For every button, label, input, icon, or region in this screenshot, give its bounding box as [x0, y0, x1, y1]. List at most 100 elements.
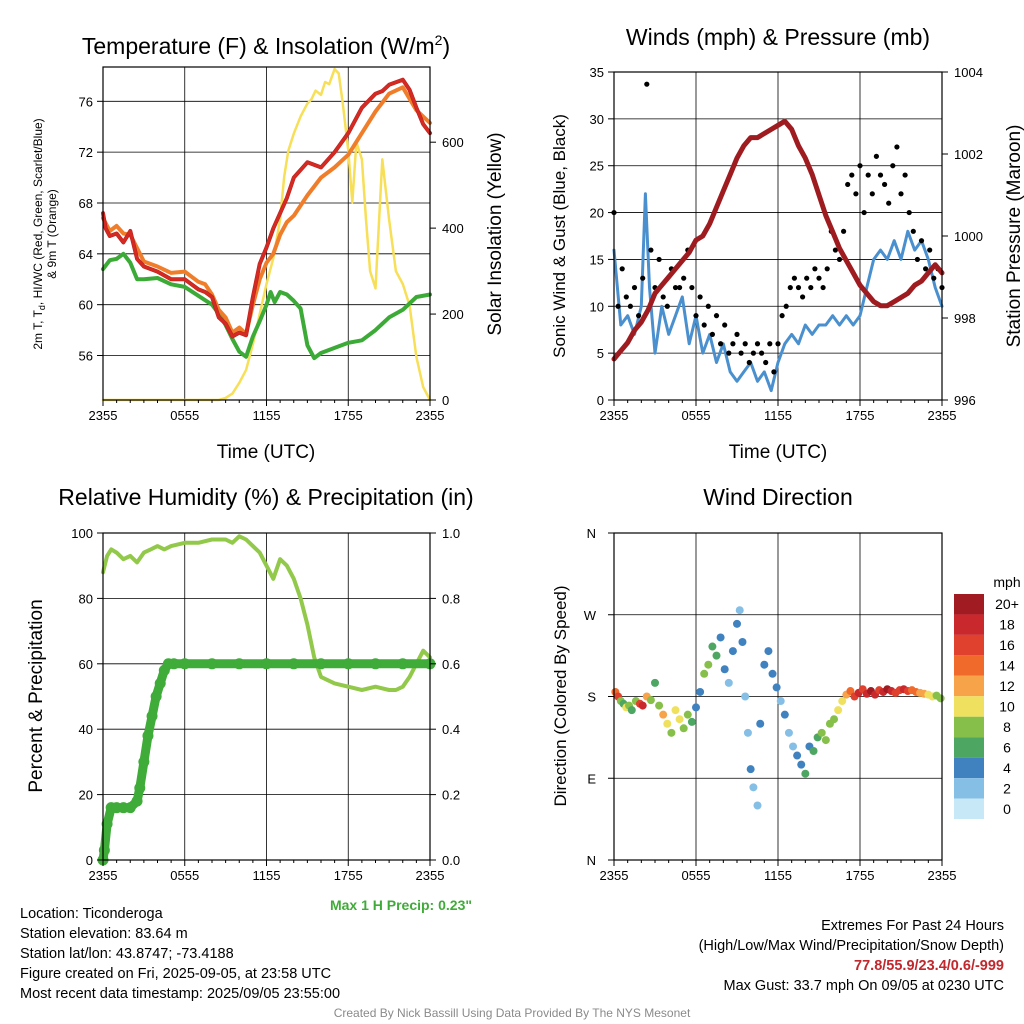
- gust-point: [824, 266, 830, 272]
- direction-point: [760, 660, 769, 669]
- gust-point: [726, 350, 732, 356]
- y-tick-label-left: 15: [590, 252, 604, 267]
- rh-title: Relative Humidity (%) & Precipitation (i…: [58, 484, 473, 510]
- colorbar-swatch: [954, 778, 984, 799]
- station-latlon: Station lat/lon: 43.8747; -73.4188: [20, 946, 234, 962]
- colorbar-label: 4: [1003, 760, 1011, 776]
- direction-tick-label: W: [584, 608, 597, 623]
- gust-point: [886, 200, 892, 206]
- x-tick-label: 1755: [846, 408, 875, 423]
- colorbar-swatch: [954, 757, 984, 779]
- y-tick-label-left: 68: [79, 196, 93, 211]
- dewpoint-line: [101, 251, 432, 361]
- wind-panel: Winds (mph) & Pressure (mb) 2355 0555 1155…: [550, 24, 1024, 463]
- temp-ylabel-left: 2m T, Td, HI/WC (Red, Green, Scarlet/Blu…: [31, 118, 47, 349]
- wind-grid: [613, 71, 943, 401]
- y-tick-label-right: 400: [442, 221, 464, 236]
- rh-max-precip-annotation: Max 1 H Precip: 0.23": [330, 897, 472, 913]
- gust-point: [746, 359, 752, 366]
- colorbar-label: 0: [1003, 801, 1011, 817]
- y-tick-label-right: 600: [442, 135, 464, 150]
- direction-point: [741, 692, 750, 701]
- precip-point: [288, 658, 300, 670]
- station-info: Location: Ticonderoga Station elevation:…: [20, 904, 340, 1004]
- gust-point: [890, 163, 896, 169]
- gust-point: [853, 191, 859, 197]
- gust-point: [644, 81, 650, 87]
- rh-panel: Relative Humidity (%) & Precipitation (i…: [26, 484, 474, 913]
- dir-panel: Wind Direction 2355 0555 1155 1755 2355 N E S W N…: [551, 484, 1021, 883]
- direction-point: [655, 701, 664, 710]
- y-tick-label-left: 72: [79, 145, 93, 160]
- y-tick-label-left: 80: [79, 591, 93, 606]
- dir-colorbar: 20+ 18 16 14 12 10 8 6 4 2 0: [954, 594, 1019, 819]
- gust-point: [664, 303, 670, 309]
- x-tick-label: 0555: [682, 868, 711, 883]
- y-tick-label-right: 1002: [954, 147, 983, 162]
- direction-point: [789, 742, 798, 751]
- gust-point: [615, 303, 621, 309]
- wind-ylabel-left: Sonic Wind & Gust (Blue, Black): [550, 114, 569, 358]
- y-tick-label-left: 20: [79, 788, 93, 803]
- direction-tick-label: N: [587, 853, 596, 868]
- direction-point: [764, 647, 773, 656]
- colorbar-swatch: [954, 798, 984, 819]
- direction-point: [659, 710, 668, 719]
- gust-point: [800, 294, 806, 300]
- y-tick-label-right: 1.0: [442, 526, 460, 541]
- direction-point: [671, 706, 680, 715]
- precip-point: [150, 691, 162, 702]
- precip-point: [101, 818, 113, 830]
- direction-point: [627, 706, 636, 715]
- temp-ylabel-left-line2: & 9m T (Orange): [45, 189, 59, 279]
- direction-point: [638, 701, 647, 710]
- temp-2m-line: [101, 78, 432, 338]
- gust-point: [914, 256, 921, 263]
- gust-point: [795, 284, 802, 291]
- temp-ylabel-right: Solar Insolation (Yellow): [485, 132, 506, 335]
- direction-point: [733, 619, 741, 628]
- gust-point: [918, 238, 925, 244]
- precip-point: [142, 730, 154, 742]
- y-tick-label-left: 0: [597, 393, 604, 408]
- x-tick-label: 1155: [253, 868, 281, 883]
- gust-point: [869, 191, 875, 197]
- x-tick-label: 0555: [170, 408, 199, 423]
- gust-point: [865, 172, 871, 178]
- x-tick-label: 1755: [846, 868, 875, 883]
- direction-point: [646, 696, 655, 705]
- direction-point: [797, 760, 806, 769]
- direction-point: [838, 697, 847, 706]
- y-tick-label-left: 56: [79, 349, 93, 364]
- gust-point: [697, 294, 703, 300]
- y-tick-label-left: 76: [79, 94, 93, 109]
- gust-point: [730, 341, 736, 347]
- precip-point: [315, 658, 327, 670]
- gust-point: [849, 172, 855, 178]
- x-tick-label: 1755: [334, 408, 363, 423]
- max-gust: Max Gust: 33.7 mph On 09/05 at 0230 UTC: [723, 978, 1004, 994]
- gust-point: [759, 350, 765, 356]
- gust-point: [779, 313, 785, 319]
- y-tick-label-right: 0.4: [442, 722, 460, 737]
- gust-point: [894, 144, 900, 150]
- y-tick-label-left: 60: [79, 657, 93, 672]
- rh-series: [97, 534, 436, 866]
- direction-tick-label: S: [587, 690, 596, 705]
- direction-point: [683, 710, 692, 719]
- direction-point: [743, 728, 752, 737]
- precip-point: [98, 844, 110, 856]
- gust-point: [660, 294, 666, 300]
- gust-point: [927, 247, 933, 253]
- gust-point: [681, 275, 687, 281]
- y-tick-label-left: 5: [597, 346, 604, 361]
- gust-point: [787, 284, 793, 291]
- gust-point: [718, 341, 724, 347]
- direction-point: [776, 697, 785, 706]
- gust-point: [713, 313, 720, 319]
- precip-point: [233, 658, 245, 670]
- precip-point: [146, 710, 158, 722]
- colorbar-label: 12: [999, 678, 1015, 694]
- direction-point: [793, 751, 802, 760]
- precip-point: [206, 658, 218, 670]
